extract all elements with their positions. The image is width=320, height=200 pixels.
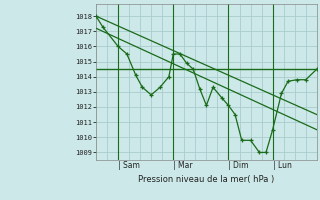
X-axis label: Pression niveau de la mer( hPa ): Pression niveau de la mer( hPa ) bbox=[138, 175, 275, 184]
